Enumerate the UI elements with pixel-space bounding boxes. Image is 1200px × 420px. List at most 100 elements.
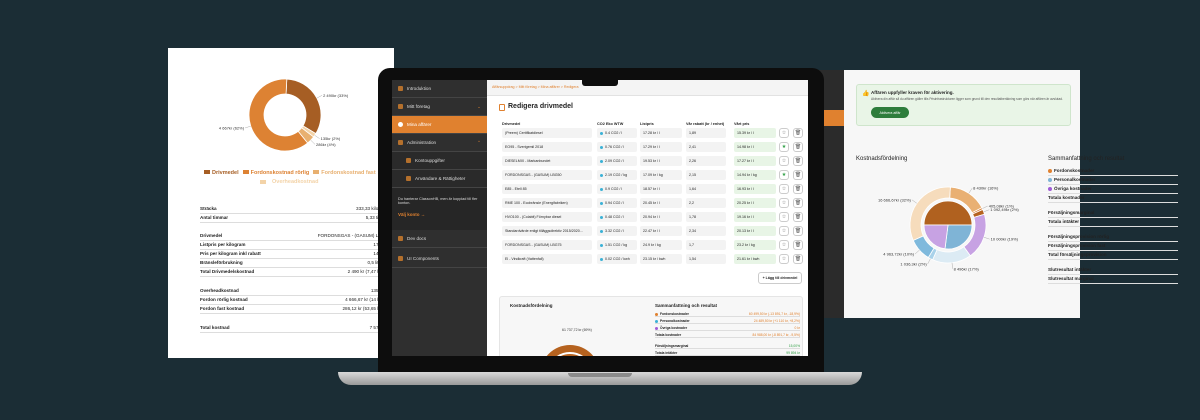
trash-icon[interactable]: 🗑 <box>793 128 803 138</box>
fuel-cell: 17.29 kr / l <box>640 142 682 152</box>
favorite-star-icon[interactable]: ★ <box>779 142 789 152</box>
discount-input[interactable]: 2,2 <box>686 198 726 208</box>
donut-slice[interactable] <box>285 78 322 135</box>
slice-label: 286kr (4%) <box>316 142 336 147</box>
sidebar-item[interactable]: Dev docs <box>392 230 487 248</box>
breadcrumb[interactable]: Affärsuppdrag > Mitt företag > Mina affä… <box>492 85 579 89</box>
legend-item: Drivmedel <box>204 170 239 176</box>
discount-input[interactable]: 1,78 <box>686 212 726 222</box>
sidebar-item[interactable]: Administration ⌃ <box>392 134 487 152</box>
favorite-star-icon[interactable]: ☆ <box>779 254 789 264</box>
panel-donut-chart: 61 737,72 kr (69%) <box>540 328 600 356</box>
label-leader <box>927 258 931 265</box>
legend-dot <box>655 326 658 330</box>
slice-label: 1 092,49kr (2%) <box>990 207 1019 212</box>
favorite-star-icon[interactable]: ☆ <box>779 226 789 236</box>
co2-icon <box>600 187 603 191</box>
activation-banner: 👍 Affären uppfyller kraven för aktiverin… <box>856 84 1071 126</box>
fuel-cell: 18.57 kr / l <box>640 184 682 194</box>
donut-slice[interactable] <box>923 200 973 226</box>
donut-slice[interactable] <box>248 78 309 152</box>
add-fuel-button[interactable]: + Lägg till drivmedel <box>758 272 802 284</box>
co2-icon <box>600 215 603 219</box>
favorite-star-icon[interactable]: ☆ <box>779 212 789 222</box>
trash-icon[interactable]: 🗑 <box>793 226 803 236</box>
donut-slice[interactable] <box>540 345 600 356</box>
favorite-star-icon[interactable]: ☆ <box>779 128 789 138</box>
discount-input[interactable]: 2,26 <box>686 156 726 166</box>
label-leader <box>983 209 990 213</box>
summary-row: Personalkostnader <box>1048 177 1178 185</box>
discount-input[interactable]: 1,7 <box>686 240 726 250</box>
slice-label: 135kr (2%) <box>321 136 341 141</box>
slice-label: 16 666,67kr (32%) <box>878 197 912 202</box>
sidebar-item[interactable]: Användare & Rättigheter <box>392 170 487 188</box>
fuel-cell: 20.45 kr / l <box>640 198 682 208</box>
report-row: Fordon rörlig kostnad 4 666,67 kr (14 kr/… <box>200 297 390 305</box>
report-row: Listpris per kilogram17,09 kr <box>200 242 390 250</box>
trash-icon[interactable]: 🗑 <box>793 156 803 166</box>
sidebar-item[interactable]: Mitt företag ⌄ <box>392 98 487 116</box>
fuel-cell: 19.53 kr / l <box>640 156 682 166</box>
fuel-cell: 17.09 kr / kg <box>640 170 682 180</box>
banner-text: Aktivera din affär så du affären gäller … <box>871 97 1063 101</box>
label-leader <box>316 95 323 99</box>
trash-icon[interactable]: 🗑 <box>793 254 803 264</box>
trash-icon[interactable]: 🗑 <box>793 170 803 180</box>
activate-deal-button[interactable]: Aktivera affär <box>871 107 909 118</box>
sidebar-item[interactable]: Introduktion <box>392 80 487 98</box>
sidebar: Introduktion Mitt företag ⌄ Mina affärer Ad… <box>392 80 487 356</box>
summary-row: Totala kostnader 84 988,00 kr (-8 891,7 k… <box>655 333 800 338</box>
summary-row: Slutresultat marginal <box>1048 276 1178 284</box>
camera-notch <box>582 80 618 86</box>
slice-label: 4 667kr (62%) <box>219 125 245 130</box>
trash-icon[interactable]: 🗑 <box>793 142 803 152</box>
fuel-cell: 2.19 CO2 / kg <box>597 170 637 180</box>
trash-icon[interactable]: 🗑 <box>793 240 803 250</box>
favorite-star-icon[interactable]: ☆ <box>779 240 789 250</box>
donut-slice[interactable] <box>909 186 951 241</box>
chevron-icon[interactable]: ⌄ <box>477 103 481 109</box>
discount-input[interactable]: 1,64 <box>686 184 726 194</box>
donut-slice[interactable] <box>923 224 949 250</box>
trash-icon[interactable]: 🗑 <box>793 198 803 208</box>
fuel-cell: 24.9 kr / kg <box>640 240 682 250</box>
favorite-star-icon[interactable]: ★ <box>779 170 789 180</box>
co2-icon <box>600 145 603 149</box>
discount-input[interactable]: 2,41 <box>686 142 726 152</box>
slice-label: 61 737,72 kr (69%) <box>562 328 592 332</box>
favorite-star-icon[interactable]: ☆ <box>779 198 789 208</box>
choose-account-link[interactable]: Välj konto → <box>398 212 426 217</box>
fuel-cell: 14.98 kr / l <box>734 142 776 152</box>
trash-icon[interactable]: 🗑 <box>793 184 803 194</box>
discount-input[interactable]: 2,34 <box>686 226 726 236</box>
discount-input[interactable]: 1,54 <box>686 254 726 264</box>
fuel-cell: 14.94 kr / kg <box>734 170 776 180</box>
trash-icon[interactable]: 🗑 <box>793 212 803 222</box>
fuel-cell: 3.32 CO2 / l <box>597 226 637 236</box>
chart-title: Kostnadsfördelning <box>856 156 908 162</box>
main-content: Affärsuppdrag > Mitt företag > Mina affä… <box>487 80 808 356</box>
co2-icon <box>600 201 603 205</box>
favorite-star-icon[interactable]: ☆ <box>779 184 789 194</box>
fuel-cell: 19.16 kr / l <box>734 212 776 222</box>
label-leader <box>244 125 251 129</box>
laptop-screen: Introduktion Mitt företag ⌄ Mina affärer Ad… <box>392 80 808 356</box>
fuel-cell: 20.94 kr / l <box>640 212 682 222</box>
discount-input[interactable]: 1,89 <box>686 128 726 138</box>
favorite-star-icon[interactable]: ☆ <box>779 156 789 166</box>
chevron-icon[interactable]: ⌃ <box>477 139 481 145</box>
report-row: Sträcka 333,33 kilometer <box>200 206 390 214</box>
sidebar-item[interactable]: Kontouppgifter <box>392 152 487 170</box>
slice-label: 405,08kr (1%) <box>989 204 1015 209</box>
discount-input[interactable]: 2,15 <box>686 170 726 180</box>
donut-slice[interactable] <box>932 246 971 264</box>
sidebar-item[interactable]: UI Components <box>392 250 487 268</box>
label-leader <box>914 249 920 255</box>
co2-icon <box>600 243 603 247</box>
report-row: Overheadkostnad135,01 kr <box>200 288 390 296</box>
legend-dot <box>1048 177 1052 182</box>
sidebar-item[interactable]: Mina affärer <box>392 116 487 134</box>
